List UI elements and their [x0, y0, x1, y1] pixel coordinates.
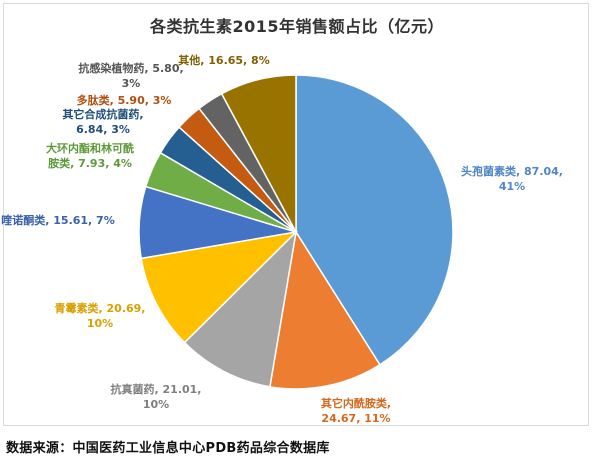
data-label: 抗感染植物药, 5.80, 3%: [78, 61, 183, 90]
pie-slice: [183, 229, 298, 388]
data-label: 头孢菌素类, 87.04, 41%: [461, 164, 563, 193]
data-source-note: 数据来源：中国医药工业信息中心PDB药品综合数据库: [6, 441, 330, 456]
data-label: 其它内酰胺类, 24.67, 11%: [321, 396, 391, 425]
data-label: 抗真菌药, 21.01, 10%: [111, 382, 202, 411]
data-label: 喹诺酮类, 15.61, 7%: [1, 213, 115, 227]
data-label: 大环内酯和林可酰胺类, 7.93, 4%: [46, 141, 134, 170]
data-label: 其他, 16.65, 8%: [178, 53, 270, 67]
data-label: 多肽类, 5.90, 3%: [77, 93, 172, 107]
pie-slice: [140, 230, 299, 344]
pie-slice: [295, 74, 454, 366]
pie-slice: [220, 74, 297, 233]
chart-title: 各类抗生素2015年销售额占比（亿元）: [149, 17, 445, 36]
pie-slice: [269, 229, 381, 390]
pie-chart: 头孢菌素类, 87.04, 41% 其它内酰胺类, 24.67, 11% 抗真菌药, 2…: [1, 53, 563, 425]
data-label: 青霉素类, 20.69, 10%: [55, 301, 146, 330]
data-label: 其它合成抗菌药, 6.84, 3%: [62, 107, 143, 136]
